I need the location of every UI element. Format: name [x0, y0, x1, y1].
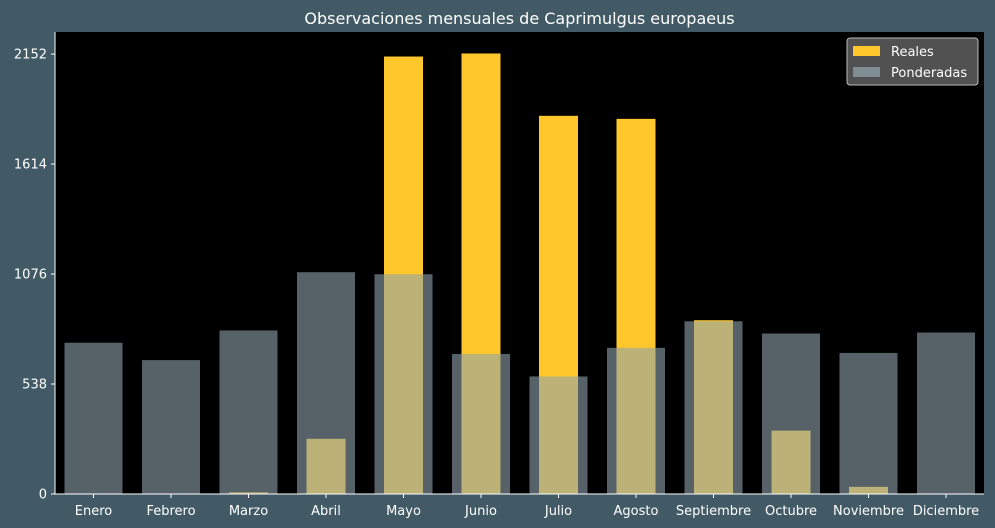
- x-tick-label: Noviembre: [833, 504, 904, 519]
- chart-title: Observaciones mensuales de Caprimulgus e…: [304, 9, 734, 28]
- x-tick-label: Febrero: [146, 504, 195, 519]
- y-tick-label: 1614: [14, 158, 47, 173]
- bar-weighted-junio: [452, 353, 510, 494]
- x-tick-label: Abril: [311, 504, 341, 519]
- plot-area: [55, 32, 984, 494]
- bar-weighted-agosto: [607, 347, 665, 494]
- bar-weighted-octubre: [762, 333, 820, 494]
- bar-weighted-diciembre: [917, 332, 975, 494]
- legend-swatch: [853, 67, 880, 77]
- x-tick-label: Septiembre: [676, 504, 751, 519]
- x-tick-label: Octubre: [765, 504, 817, 519]
- weighted-bars: [64, 272, 975, 494]
- y-tick-label: 0: [39, 488, 47, 503]
- x-tick-label: Diciembre: [913, 504, 979, 519]
- y-axis: 0 538 1076 1614 2152: [14, 32, 56, 503]
- bar-weighted-enero: [64, 342, 123, 494]
- bar-weighted-noviembre: [839, 352, 898, 494]
- y-tick-label: 538: [22, 378, 47, 393]
- y-tick-label: 1076: [14, 268, 47, 283]
- legend-swatch: [853, 46, 880, 56]
- bar-weighted-abril: [297, 272, 355, 494]
- x-tick-label: Agosto: [614, 504, 659, 519]
- bar-weighted-febrero: [142, 360, 200, 494]
- x-tick-label: Marzo: [229, 504, 268, 519]
- bar-weighted-julio: [529, 376, 588, 494]
- legend: Reales Ponderadas: [846, 37, 979, 86]
- legend-label: Ponderadas: [891, 66, 967, 81]
- bar-weighted-mayo: [374, 274, 433, 494]
- y-tick-label: 2152: [14, 48, 47, 63]
- bar-weighted-septiembre: [684, 321, 743, 494]
- x-tick-label: Mayo: [386, 504, 421, 519]
- legend-label: Reales: [891, 45, 934, 60]
- x-axis: Enero Febrero Marzo Abril Mayo Junio Julio Agos…: [55, 493, 984, 519]
- bar-weighted-marzo: [219, 330, 278, 494]
- x-tick-label: Enero: [75, 504, 113, 519]
- x-tick-label: Junio: [464, 504, 497, 519]
- x-tick-label: Julio: [544, 504, 572, 519]
